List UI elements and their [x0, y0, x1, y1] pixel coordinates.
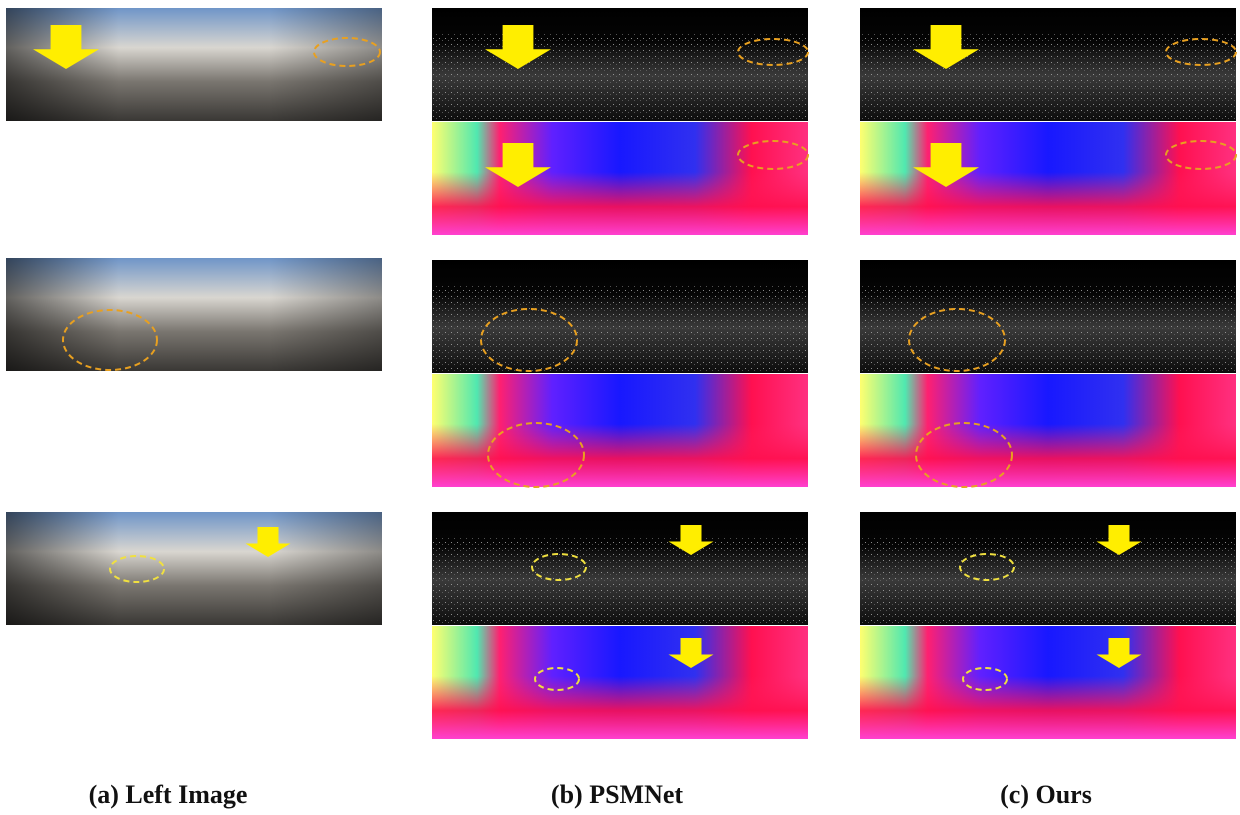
disparity-ground: [432, 676, 808, 739]
error-noise: [432, 285, 808, 373]
image-shade: [6, 258, 382, 371]
error-noise: [860, 33, 1236, 121]
panels: [6, 8, 1236, 739]
disparity-ground: [860, 424, 1236, 487]
error-noise: [860, 285, 1236, 373]
disparity-ground: [432, 424, 808, 487]
page: (a) Left Image (b) PSMNet (c) Ours (() =…: [0, 0, 1240, 815]
caption: (b) PSMNet: [551, 780, 683, 809]
disparity-ground: [860, 676, 1236, 739]
disparity-ground: [860, 172, 1236, 235]
error-noise: [860, 537, 1236, 625]
figure: (a) Left Image (b) PSMNet (c) Ours: [0, 0, 1240, 815]
caption: (c) Ours: [1000, 780, 1092, 809]
caption: (a) Left Image: [89, 780, 248, 809]
image-shade: [6, 512, 382, 625]
disparity-ground: [432, 172, 808, 235]
error-noise: [432, 33, 808, 121]
error-noise: [432, 537, 808, 625]
